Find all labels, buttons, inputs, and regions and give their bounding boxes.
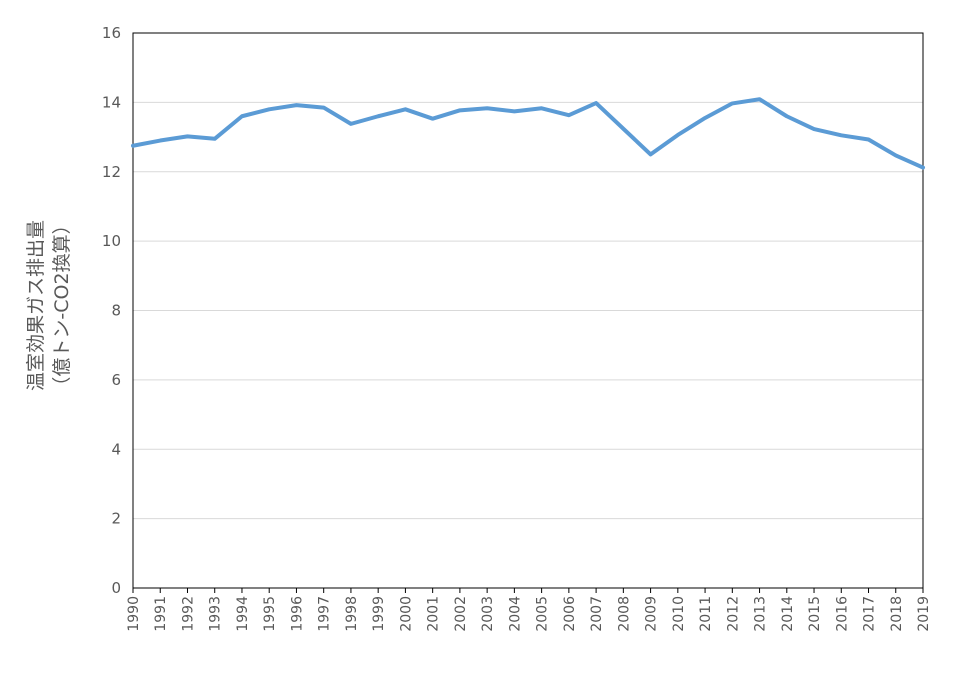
x-tick-label: 2002 (453, 596, 469, 632)
axes (132, 32, 924, 589)
y-axis-ticks: 0 2 4 6 8 10 12 14 16 (102, 24, 121, 597)
x-tick-label: 1997 (317, 596, 333, 632)
x-tick-label: 2014 (780, 596, 796, 632)
gridlines (133, 101, 923, 520)
x-tick-label: 2003 (480, 596, 496, 632)
x-tick-label: 2015 (807, 596, 823, 632)
y-axis-label-line1: 温室効果ガス排出量 (25, 220, 47, 391)
x-tick-label: 1998 (344, 596, 360, 632)
series-line (131, 97, 925, 170)
x-tick-label: 2005 (535, 596, 551, 632)
x-tick-label: 2004 (507, 596, 523, 632)
x-tick-label: 2012 (725, 596, 741, 632)
y-tick-label: 14 (102, 93, 121, 111)
y-axis-label: 温室効果ガス排出量 （億トン-CO2換算） (25, 215, 73, 395)
y-tick-label: 16 (102, 24, 121, 42)
x-tick-label: 2013 (753, 596, 769, 632)
x-tick-label: 1999 (371, 596, 387, 632)
x-tick-label: 1993 (208, 596, 224, 632)
x-tick-label: 1991 (153, 596, 169, 632)
y-tick-label: 10 (102, 232, 121, 250)
y-tick-label: 0 (111, 579, 121, 597)
x-tick-label: 2008 (616, 596, 632, 632)
y-tick-label: 2 (111, 510, 121, 528)
x-tick-label: 2009 (644, 596, 660, 632)
x-tick-label: 2016 (834, 596, 850, 632)
x-tick-label: 2018 (889, 596, 905, 632)
x-tick-label: 1996 (289, 596, 305, 632)
x-tick-label: 2011 (698, 596, 714, 632)
x-tick-label: 1994 (235, 596, 251, 632)
y-tick-label: 4 (111, 440, 121, 458)
x-tick-label: 1990 (126, 596, 142, 632)
x-tick-label: 1992 (180, 596, 196, 632)
y-axis-label-line2: （億トン-CO2換算） (51, 215, 73, 395)
x-tick-label: 2007 (589, 596, 605, 632)
series-layer (131, 97, 925, 170)
plot-frame (132, 32, 924, 589)
x-tick-label: 2006 (562, 596, 578, 632)
x-tick-label: 2019 (916, 596, 932, 632)
y-tick-label: 8 (111, 302, 121, 320)
y-tick-label: 12 (102, 163, 121, 181)
x-tick-label: 1995 (262, 596, 278, 632)
x-tick-label: 2017 (862, 596, 878, 632)
x-tick-label: 2000 (398, 596, 414, 632)
x-axis-ticks: 1990 1991 1992 1993 1994 1995 1996 1997 1998 1999… (126, 588, 932, 632)
y-tick-label: 6 (111, 371, 121, 389)
x-tick-label: 2010 (671, 596, 687, 632)
x-tick-label: 2001 (426, 596, 442, 632)
